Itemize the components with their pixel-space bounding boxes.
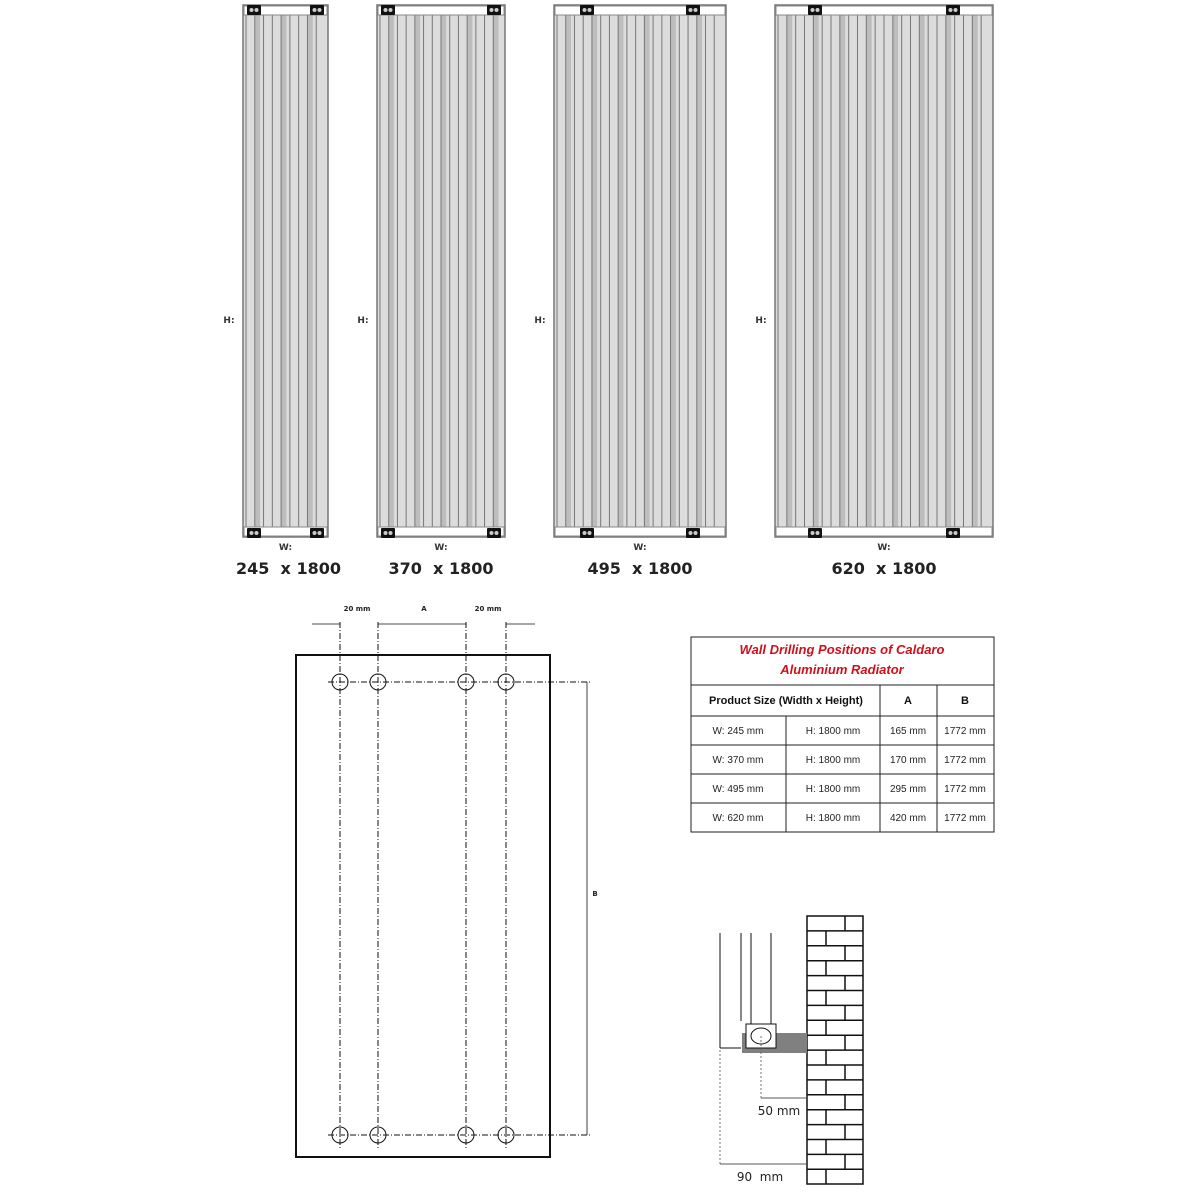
table-cell: W: 370 mm — [713, 755, 764, 766]
table-cell: H: 1800 mm — [806, 755, 860, 766]
bracket-icon — [487, 528, 501, 538]
bracket-icon — [686, 528, 700, 538]
brick-wall — [806, 915, 864, 1185]
height-label: H: — [534, 316, 545, 326]
radiator-outline — [295, 654, 551, 1158]
wall-section — [719, 915, 864, 1185]
width-label: W: — [877, 543, 890, 553]
drilling-table — [690, 636, 995, 833]
table-cell: H: 1800 mm — [806, 726, 860, 737]
center-lines — [328, 622, 590, 1150]
bracket-icon — [310, 5, 324, 15]
table-title-line2: Aluminium Radiator — [779, 662, 904, 677]
height-label: H: — [223, 316, 234, 326]
table-cell: 1772 mm — [944, 784, 986, 795]
bracket-icon — [247, 528, 261, 538]
b-dimension-label: B — [592, 890, 597, 898]
bracket-icon — [247, 5, 261, 15]
table-cell: 1772 mm — [944, 755, 986, 766]
drilling-diagram — [295, 622, 590, 1158]
table-cell: W: 620 mm — [713, 813, 764, 824]
header-b: B — [961, 695, 969, 707]
header-product-size: Product Size (Width x Height) — [709, 695, 863, 707]
radiator-4: H: W: 620 x 1800 — [755, 4, 994, 578]
bracket-icon — [946, 528, 960, 538]
radiator-2: H: W: 370 x 1800 — [357, 4, 506, 578]
bracket-icon — [808, 5, 822, 15]
radiator-1: H: W: 245 x 1800 — [223, 4, 341, 578]
table-cell: 1772 mm — [944, 813, 986, 824]
bracket-icon — [310, 528, 324, 538]
bracket-icon — [946, 5, 960, 15]
table-row: W: 495 mm H: 1800 mm 295 mm 1772 mm — [713, 784, 986, 795]
table-cell: W: 495 mm — [713, 784, 764, 795]
table-title-line1: Wall Drilling Positions of Caldaro — [740, 642, 945, 657]
table-cell: W: 245 mm — [713, 726, 764, 737]
table-row: W: 370 mm H: 1800 mm 170 mm 1772 mm — [713, 755, 986, 766]
radiator-3: H: W: 495 x 1800 — [534, 4, 727, 578]
width-label: W: — [434, 543, 447, 553]
bracket-icon — [381, 5, 395, 15]
table-cell: 420 mm — [890, 813, 926, 824]
table-cell: H: 1800 mm — [806, 813, 860, 824]
bracket-icon — [808, 528, 822, 538]
table-row: W: 620 mm H: 1800 mm 420 mm 1772 mm — [713, 813, 986, 824]
total-distance-label: 90 mm — [737, 1170, 783, 1184]
size-label: 245 x 1800 — [236, 559, 341, 578]
bracket-icon — [381, 528, 395, 538]
size-label: 620 x 1800 — [832, 559, 937, 578]
section-dimensions — [719, 1036, 762, 1164]
table-cell: 1772 mm — [944, 726, 986, 737]
table-cell: H: 1800 mm — [806, 784, 860, 795]
header-a: A — [904, 695, 912, 707]
drill-holes — [331, 673, 515, 1144]
right-offset-label: 20 mm — [475, 605, 502, 613]
radiator-elevations: H: W: 245 x 1800 H: W: 370 x 1800 H: W: 495 x 18… — [223, 4, 994, 578]
dimension-lines — [312, 623, 588, 1135]
a-dimension-label: A — [421, 605, 427, 613]
table-row: W: 245 mm H: 1800 mm 165 mm 1772 mm — [713, 726, 986, 737]
size-label: 495 x 1800 — [588, 559, 693, 578]
bracket-icon — [580, 5, 594, 15]
size-label: 370 x 1800 — [389, 559, 494, 578]
table-cell: 165 mm — [890, 726, 926, 737]
bracket-distance-label: 50 mm — [758, 1104, 800, 1118]
table-cell: 170 mm — [890, 755, 926, 766]
height-label: H: — [755, 316, 766, 326]
table-cell: 295 mm — [890, 784, 926, 795]
table-body: W: 245 mm H: 1800 mm 165 mm 1772 mmW: 370 m… — [713, 726, 986, 824]
bracket-icon — [686, 5, 700, 15]
width-label: W: — [633, 543, 646, 553]
radiator-side-profile — [719, 933, 772, 1049]
height-label: H: — [357, 316, 368, 326]
bracket-icon — [487, 5, 501, 15]
left-offset-label: 20 mm — [344, 605, 371, 613]
width-label: W: — [279, 543, 292, 553]
bracket-icon — [580, 528, 594, 538]
